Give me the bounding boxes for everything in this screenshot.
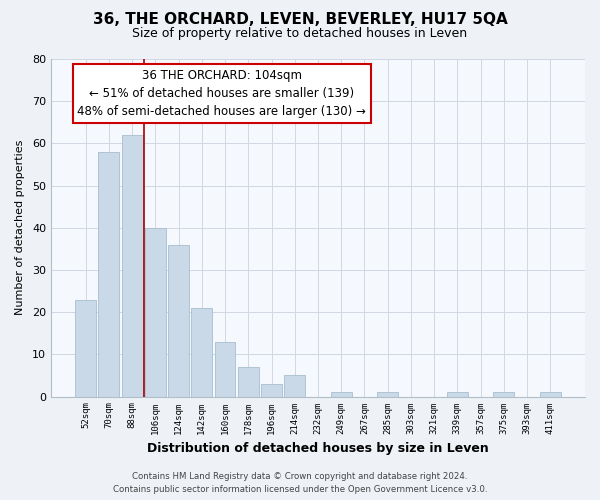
Y-axis label: Number of detached properties: Number of detached properties: [15, 140, 25, 316]
Bar: [377, 392, 398, 396]
Bar: [261, 384, 282, 396]
X-axis label: Distribution of detached houses by size in Leven: Distribution of detached houses by size …: [147, 442, 489, 455]
Bar: [145, 228, 166, 396]
Bar: [75, 300, 96, 396]
Bar: [493, 392, 514, 396]
Bar: [122, 135, 143, 396]
Bar: [168, 244, 189, 396]
Text: 36, THE ORCHARD, LEVEN, BEVERLEY, HU17 5QA: 36, THE ORCHARD, LEVEN, BEVERLEY, HU17 5…: [92, 12, 508, 28]
Bar: [238, 367, 259, 396]
Bar: [284, 376, 305, 396]
Bar: [215, 342, 235, 396]
Bar: [447, 392, 468, 396]
Text: 36 THE ORCHARD: 104sqm
← 51% of detached houses are smaller (139)
48% of semi-de: 36 THE ORCHARD: 104sqm ← 51% of detached…: [77, 69, 366, 118]
Bar: [331, 392, 352, 396]
Bar: [540, 392, 561, 396]
Bar: [98, 152, 119, 396]
Text: Size of property relative to detached houses in Leven: Size of property relative to detached ho…: [133, 28, 467, 40]
Text: Contains HM Land Registry data © Crown copyright and database right 2024.
Contai: Contains HM Land Registry data © Crown c…: [113, 472, 487, 494]
Bar: [191, 308, 212, 396]
